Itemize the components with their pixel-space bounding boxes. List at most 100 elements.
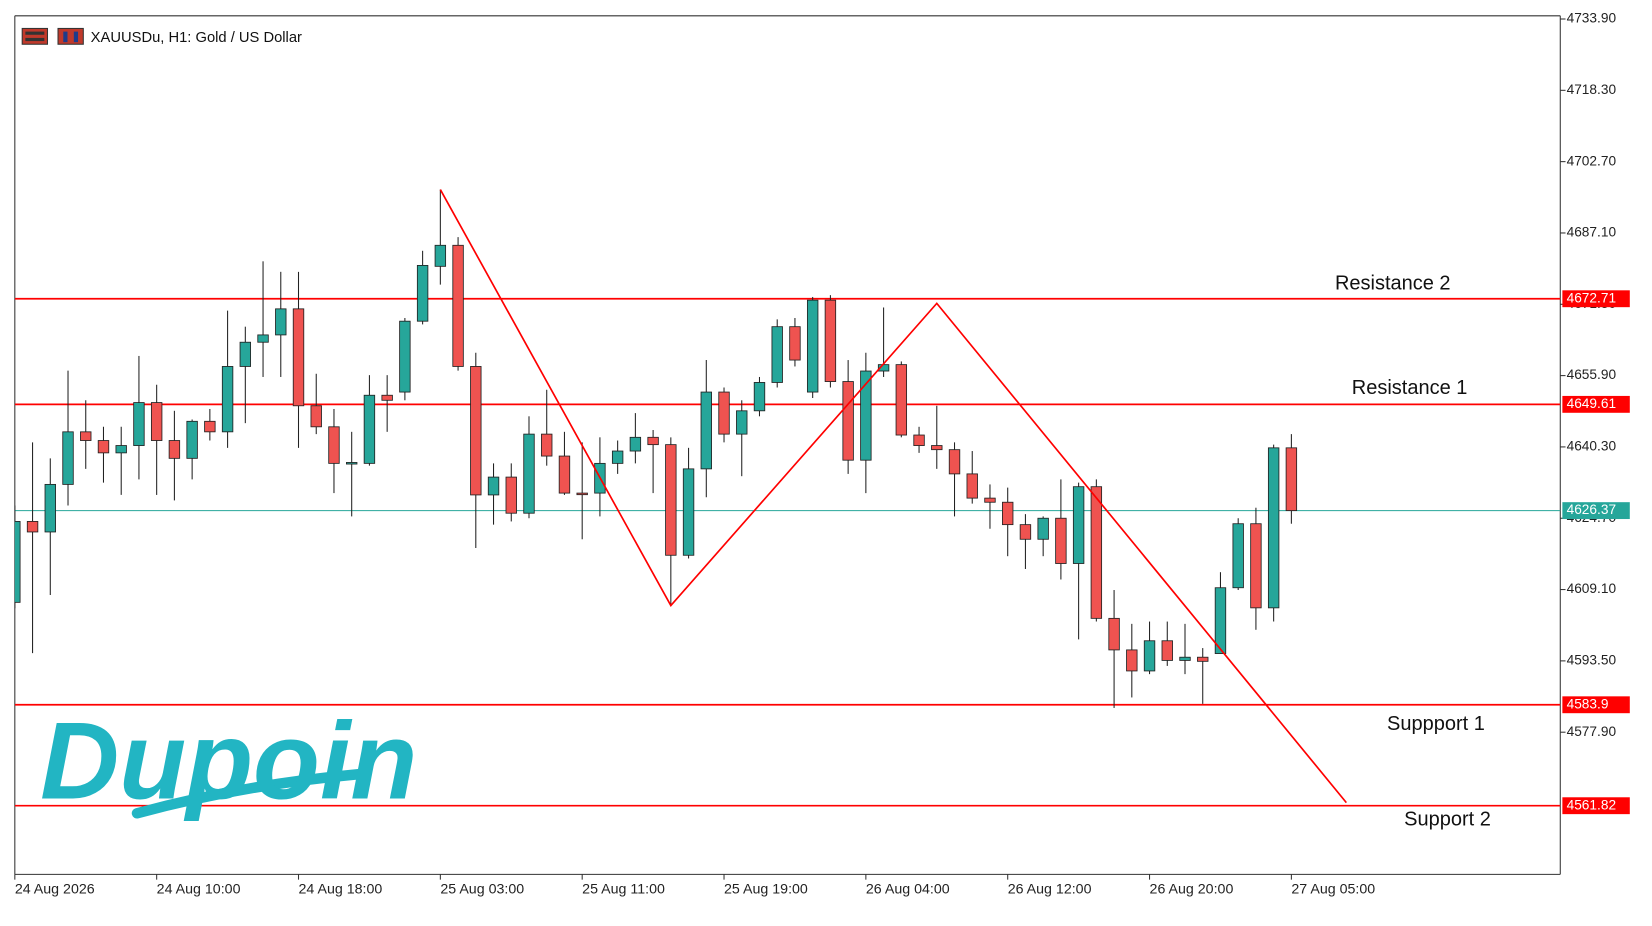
candle-body [505, 476, 517, 514]
candle-body [665, 444, 677, 556]
candle-body [487, 476, 500, 496]
y-tick-label: 4718.30 [1567, 82, 1617, 97]
candle-body [1002, 501, 1014, 526]
candle-body [984, 497, 996, 503]
level-name: Suppport 1 [1387, 713, 1485, 735]
level-price-label: 4583.9 [1567, 696, 1609, 711]
candle-body [700, 391, 712, 470]
y-tick-label: 4702.70 [1567, 153, 1617, 168]
x-tick-label: 24 Aug 10:00 [157, 881, 241, 897]
y-tick-label: 4687.10 [1567, 225, 1617, 240]
candle-body [257, 334, 269, 343]
last-price-label: 4626.37 [1567, 502, 1616, 517]
candle-body [842, 381, 854, 461]
candle-body [541, 433, 553, 457]
candle-body [1037, 517, 1049, 540]
candle-body [1126, 649, 1138, 672]
candle-body [221, 366, 234, 433]
plot [14, 189, 1561, 807]
candle-body [26, 521, 39, 533]
candle-body [895, 364, 908, 436]
level-price-box [1562, 696, 1630, 714]
candle-body [682, 468, 695, 556]
candle-body [948, 449, 961, 475]
candle-body [1197, 656, 1209, 662]
candle-body [292, 308, 305, 407]
candle-body [736, 410, 748, 435]
candle-body [1179, 656, 1191, 661]
icon [63, 31, 68, 43]
level-name: Resistance 2 [1335, 272, 1451, 294]
x-tick-label: 25 Aug 11:00 [582, 881, 665, 897]
candle-body [966, 473, 978, 499]
level-name: Resistance 1 [1352, 377, 1468, 399]
candle-body [576, 492, 588, 496]
symbol-icons [21, 27, 84, 45]
candle-body [97, 440, 110, 454]
candle-body [204, 420, 216, 433]
candle-body [789, 326, 801, 361]
level-price-label: 4649.61 [1567, 396, 1616, 411]
x-tick-label: 26 Aug 04:00 [866, 881, 950, 897]
zigzag-line [439, 189, 1347, 804]
candle-body [44, 483, 56, 533]
chart-title: XAUUSDu, H1: Gold / US Dollar [91, 30, 302, 46]
y-tick-label: 4577.90 [1567, 724, 1617, 739]
icon [57, 27, 84, 45]
candle-body [718, 391, 730, 435]
x-tick-label: 26 Aug 12:00 [1008, 881, 1092, 897]
x-tick-label: 25 Aug 19:00 [724, 881, 808, 897]
icon [25, 37, 45, 42]
candle-body [1090, 486, 1103, 619]
y-tick-label: 4640.30 [1567, 439, 1617, 454]
candle-body [1214, 587, 1227, 654]
candle-body [416, 264, 429, 322]
candle-body [753, 382, 766, 412]
candle-body [62, 431, 74, 485]
level-price-box [1562, 797, 1630, 815]
candle-body [328, 426, 340, 464]
candle-body [931, 445, 943, 451]
logo-text: Dupoin [40, 701, 417, 823]
logo-swoosh [131, 769, 364, 819]
candle-body [611, 450, 624, 464]
last-price-box [1562, 502, 1630, 520]
x-tick-label: 24 Aug 18:00 [299, 881, 383, 897]
y-tick-label: 4655.90 [1567, 367, 1617, 382]
y-tick-label: 4733.90 [1567, 11, 1617, 26]
candle-body [771, 326, 783, 383]
candle-body [913, 434, 925, 446]
y-tick-label: 4593.50 [1567, 652, 1617, 667]
x-tick-label: 26 Aug 20:00 [1150, 881, 1234, 897]
candle-body [133, 402, 145, 446]
candle-body [523, 433, 535, 514]
candle-body [470, 366, 482, 496]
x-tick-label: 25 Aug 03:00 [440, 881, 524, 897]
level-price-box [1562, 290, 1630, 308]
icon [73, 31, 79, 43]
candle-body [1250, 523, 1262, 609]
candle-body [310, 405, 322, 428]
candle-body [629, 436, 642, 452]
candle-body [150, 402, 163, 441]
candle-body [1232, 523, 1244, 589]
candle-body [381, 394, 393, 401]
candle-body [434, 244, 447, 267]
candle-body [186, 420, 198, 459]
x-tick-label: 27 Aug 05:00 [1291, 881, 1375, 897]
y-tick-label: 4609.10 [1567, 581, 1617, 596]
candle-body [1108, 617, 1120, 651]
candle-body [399, 320, 411, 393]
level-price-box [1562, 395, 1630, 413]
logo: Dupoin [40, 701, 417, 823]
candle-body [363, 394, 376, 464]
candle-body [80, 431, 92, 441]
icon [21, 27, 49, 45]
candle-body [346, 462, 358, 465]
candle-body [860, 370, 872, 461]
candle-body [824, 299, 837, 382]
candle-body [647, 436, 659, 446]
candle-body [115, 445, 127, 454]
candle-body [1143, 640, 1156, 672]
candle-body [275, 308, 287, 336]
